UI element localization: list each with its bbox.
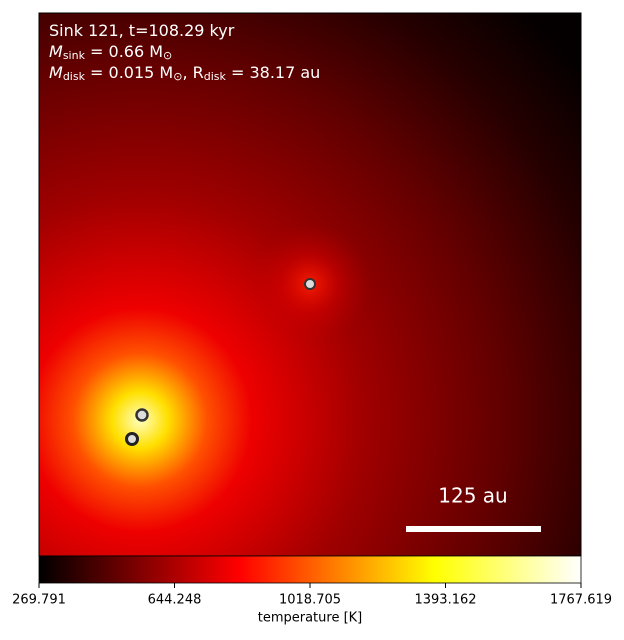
annotation-line: Mdisk = 0.015 M⊙, Rdisk = 38.17 au	[49, 63, 320, 84]
colorbar-tick-label: 1018.705	[279, 593, 341, 608]
text-segment: M	[49, 63, 63, 82]
colorbar-tick-label: 269.791	[12, 593, 66, 608]
colorbar-tick-label: 644.248	[148, 593, 202, 608]
text-segment: , R	[182, 63, 203, 82]
text-segment: = 0.66 M	[85, 42, 163, 61]
scale-bar-label: 125 au	[438, 484, 507, 508]
text-segment: Sink 121, t=108.29 kyr	[49, 21, 235, 40]
text-segment: M	[49, 42, 63, 61]
colorbar-tick-label: 1767.619	[550, 593, 612, 608]
subscript: sink	[63, 49, 86, 62]
sink	[304, 278, 316, 290]
sink	[125, 432, 139, 446]
subscript: disk	[63, 70, 86, 83]
colorbar-label: temperature [K]	[258, 611, 363, 626]
annotation-line: Sink 121, t=108.29 kyr	[49, 21, 235, 40]
colorbar	[38, 555, 582, 584]
colorbar-tick-label: 1393.162	[414, 593, 476, 608]
subscript: ⊙	[163, 49, 172, 62]
subscript: ⊙	[173, 70, 182, 83]
text-segment: = 0.015 M	[85, 63, 173, 82]
sink	[135, 408, 149, 422]
text-segment: = 38.17 au	[226, 63, 320, 82]
subscript: disk	[204, 70, 227, 83]
annotation-line: Msink = 0.66 M⊙	[49, 42, 172, 63]
